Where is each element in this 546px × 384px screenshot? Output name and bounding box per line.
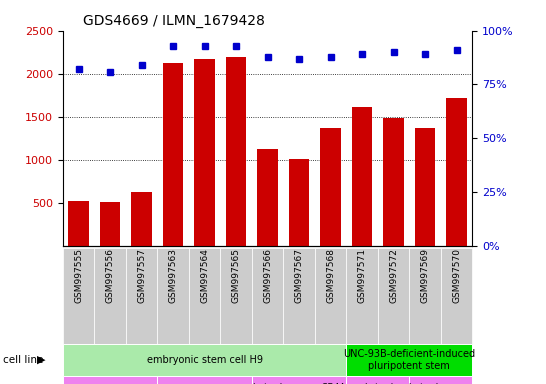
- Text: derived neurons CD44-
EGFR-: derived neurons CD44- EGFR-: [250, 383, 348, 384]
- Bar: [163, 63, 183, 246]
- Text: GSM997556: GSM997556: [105, 248, 115, 303]
- Bar: [321, 128, 341, 246]
- Bar: [226, 56, 246, 246]
- Bar: [415, 128, 435, 246]
- Bar: [446, 98, 467, 246]
- Text: derived
astrocytes: derived astrocytes: [356, 383, 400, 384]
- Bar: [100, 202, 120, 246]
- Text: derived neurons
CD44- EGFR-: derived neurons CD44- EGFR-: [406, 383, 475, 384]
- Text: GSM997565: GSM997565: [232, 248, 241, 303]
- Bar: [257, 149, 278, 246]
- Bar: [383, 118, 404, 246]
- Text: cell line: cell line: [3, 355, 43, 365]
- Text: embryonic stem cell H9: embryonic stem cell H9: [146, 355, 263, 365]
- Text: GSM997564: GSM997564: [200, 248, 209, 303]
- Text: UNC-93B-deficient-induced
pluripotent stem: UNC-93B-deficient-induced pluripotent st…: [343, 349, 476, 371]
- Bar: [194, 59, 215, 246]
- Text: ▶: ▶: [37, 355, 45, 365]
- Text: GSM997557: GSM997557: [137, 248, 146, 303]
- Bar: [131, 192, 152, 246]
- Text: GSM997568: GSM997568: [326, 248, 335, 303]
- Bar: [352, 107, 372, 246]
- Text: GSM997571: GSM997571: [358, 248, 366, 303]
- Bar: [68, 201, 89, 246]
- Text: GSM997555: GSM997555: [74, 248, 83, 303]
- Bar: [289, 159, 309, 246]
- Text: GSM997567: GSM997567: [294, 248, 304, 303]
- Text: GDS4669 / ILMN_1679428: GDS4669 / ILMN_1679428: [84, 14, 265, 28]
- Text: GSM997563: GSM997563: [169, 248, 177, 303]
- Text: GSM997570: GSM997570: [452, 248, 461, 303]
- Text: GSM997569: GSM997569: [420, 248, 430, 303]
- Text: GSM997572: GSM997572: [389, 248, 398, 303]
- Text: GSM997566: GSM997566: [263, 248, 272, 303]
